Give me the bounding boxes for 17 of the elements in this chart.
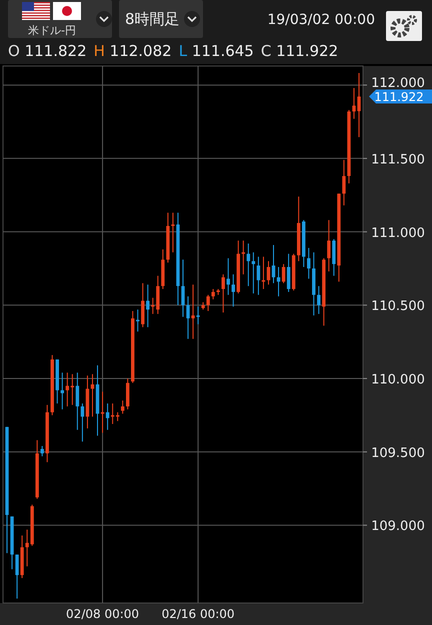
chart-subtitle: 8時間足 xyxy=(125,10,180,28)
chart-title: 米ドル-円 xyxy=(28,24,76,37)
text: O 111.822 xyxy=(8,42,87,60)
x-tick-label: 02/16 00:00 xyxy=(162,607,235,621)
price-tag: 111.922 xyxy=(369,90,432,104)
text: L 111.645 xyxy=(178,42,254,60)
text: H 112.082 xyxy=(94,42,172,60)
text: C 111.922 xyxy=(260,42,338,60)
y-tick-label: 111.000 xyxy=(371,226,425,241)
y-tick-label: 109.000 xyxy=(371,519,425,534)
y-tick-label: 110.000 xyxy=(371,372,425,388)
text: 19/03/02 00:00 xyxy=(267,12,375,28)
y-tick-label: 111.500 xyxy=(371,152,425,168)
y-tick-label: 110.500 xyxy=(371,299,425,314)
y-tick-label: 112.000 xyxy=(371,76,425,92)
y-tick-label: 109.500 xyxy=(371,446,425,461)
x-tick-label: 02/08 00:00 xyxy=(66,607,140,621)
